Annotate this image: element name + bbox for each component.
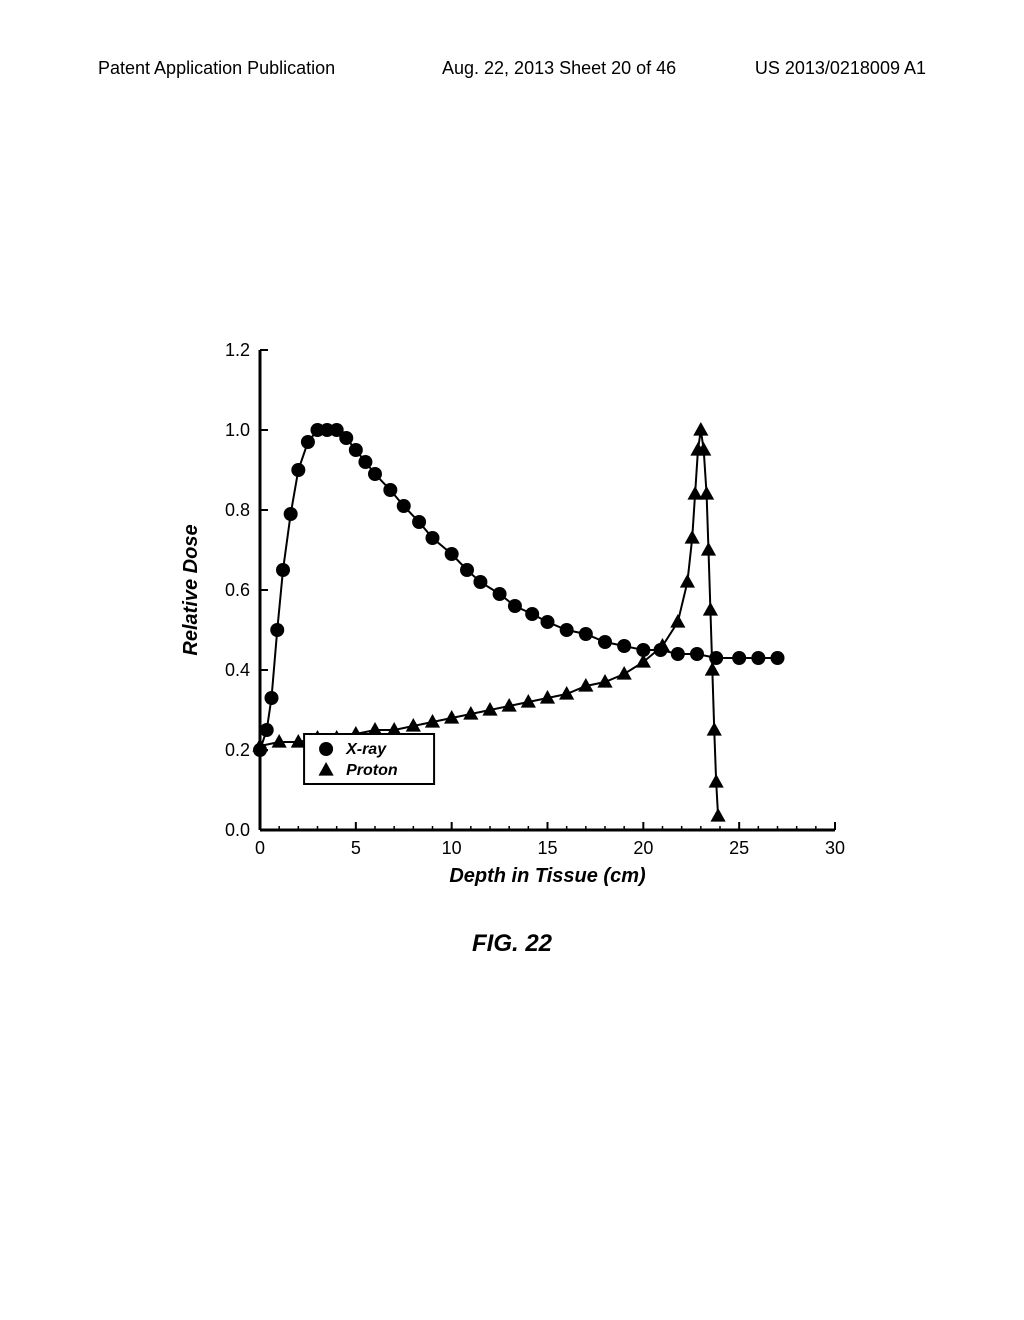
svg-text:15: 15 xyxy=(537,838,557,858)
svg-text:X-ray: X-ray xyxy=(345,741,387,758)
svg-text:0.8: 0.8 xyxy=(225,500,250,520)
figure-container: 0 5 10 15 20 25 30 0.0 0.2 0.4 0.6 0.8 1.0 1.2 Depth i… xyxy=(175,335,855,900)
svg-text:0.4: 0.4 xyxy=(225,660,250,680)
svg-text:30: 30 xyxy=(825,838,845,858)
header-center-text: Aug. 22, 2013 Sheet 20 of 46 xyxy=(442,58,676,79)
header-left-text: Patent Application Publication xyxy=(98,58,335,79)
svg-text:10: 10 xyxy=(442,838,462,858)
depth-dose-chart: 0 5 10 15 20 25 30 0.0 0.2 0.4 0.6 0.8 1.0 1.2 Depth i… xyxy=(175,335,855,900)
svg-text:25: 25 xyxy=(729,838,749,858)
svg-text:1.0: 1.0 xyxy=(225,420,250,440)
svg-text:5: 5 xyxy=(351,838,361,858)
svg-text:0.6: 0.6 xyxy=(225,580,250,600)
svg-text:Proton: Proton xyxy=(346,762,398,779)
figure-caption: FIG. 22 xyxy=(0,930,1024,958)
svg-text:Depth in Tissue (cm): Depth in Tissue (cm) xyxy=(449,865,646,887)
svg-text:0.2: 0.2 xyxy=(225,740,250,760)
svg-text:1.2: 1.2 xyxy=(225,340,250,360)
svg-text:Relative Dose: Relative Dose xyxy=(180,524,202,655)
svg-text:0: 0 xyxy=(255,838,265,858)
svg-text:20: 20 xyxy=(633,838,653,858)
header-right-text: US 2013/0218009 A1 xyxy=(755,58,926,79)
svg-text:0.0: 0.0 xyxy=(225,820,250,840)
